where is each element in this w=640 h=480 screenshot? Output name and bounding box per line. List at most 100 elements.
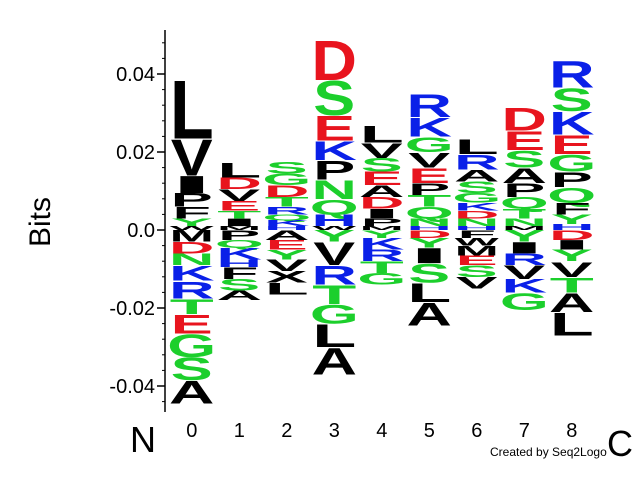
glyph-letter: S: [266, 159, 308, 177]
glyph-letter: S: [456, 262, 498, 280]
glyph-letter: H: [312, 211, 357, 229]
glyph-letter: E: [361, 168, 403, 189]
glyph-i: I: [360, 206, 404, 221]
glyph-x: X: [266, 268, 308, 286]
glyph-m: M: [502, 225, 546, 231]
glyph-letter: R: [312, 261, 357, 291]
position-label: 6: [471, 420, 482, 442]
logo-glyphs: LVIPFYWMDNKRTEGSALDVETIMPQKHFSASGDTRQKHA…: [167, 29, 596, 411]
glyph-a: A: [502, 163, 547, 187]
glyph-s: S: [456, 178, 498, 196]
glyph-letter: Y: [551, 246, 593, 264]
glyph-letter: T: [265, 194, 309, 209]
glyph-e: E: [171, 309, 213, 339]
glyph-l: L: [170, 62, 214, 156]
glyph-a: A: [264, 228, 309, 243]
glyph-d: D: [407, 228, 452, 240]
glyph-f: F: [220, 264, 258, 282]
glyph-d: D: [217, 174, 262, 192]
glyph-letter: A: [217, 288, 262, 303]
glyph-letter: V: [551, 257, 594, 281]
glyph-letter: M: [455, 243, 499, 258]
glyph-letter: R: [264, 205, 309, 217]
glyph-letter: S: [456, 178, 498, 196]
glyph-letter: R: [169, 277, 214, 304]
glyph-letter: W: [170, 225, 215, 231]
glyph-letter: G: [500, 288, 549, 315]
glyph-letter: Y: [408, 235, 450, 250]
glyph-k: K: [502, 275, 548, 296]
glyph-letter: V: [171, 130, 213, 187]
glyph-letter: A: [454, 166, 499, 184]
y-tick-label: -0.02: [109, 298, 155, 320]
glyph-letter: L: [407, 278, 451, 308]
glyph-letter: D: [169, 239, 214, 257]
glyph-letter: A: [549, 288, 594, 318]
glyph-h: H: [454, 225, 499, 231]
glyph-letter: D: [264, 182, 309, 200]
glyph-letter: X: [266, 268, 308, 286]
glyph-letter: E: [171, 309, 213, 339]
glyph-n: N: [169, 250, 214, 268]
glyph-letter: G: [167, 328, 216, 364]
glyph-letter: V: [503, 262, 545, 283]
glyph-f: F: [173, 203, 211, 221]
glyph-l: L: [265, 280, 309, 298]
glyph-letter: M: [502, 225, 546, 231]
glyph-letter: E: [456, 253, 498, 268]
glyph-letter: Q: [310, 195, 359, 219]
y-axis: 0.04 0.02 0.0 -0.02 -0.04: [109, 30, 166, 412]
glyph-letter: E: [503, 126, 545, 156]
glyph-letter: D: [217, 174, 262, 192]
glyph-letter: Y: [503, 227, 545, 245]
glyph-letter: H: [264, 225, 309, 231]
glyph-letter: K: [549, 105, 594, 141]
glyph-letter: K: [407, 112, 452, 142]
glyph-letter: Y: [361, 228, 403, 240]
glyph-letter: F: [173, 203, 211, 221]
glyph-k: K: [169, 261, 214, 285]
glyph-letter: K: [454, 201, 500, 213]
glyph-letter: A: [169, 374, 214, 410]
glyph-letter: W: [455, 236, 500, 248]
glyph-g: G: [452, 190, 501, 205]
glyph-l: L: [312, 317, 356, 354]
glyph-y: Y: [313, 227, 355, 245]
glyph-q: Q: [405, 203, 454, 221]
glyph-f: F: [553, 200, 591, 218]
glyph-r: R: [312, 261, 357, 291]
glyph-letter: R: [359, 246, 404, 264]
glyph-letter: D: [502, 101, 547, 137]
glyph-m: M: [360, 225, 404, 231]
glyph-t: T: [217, 208, 261, 220]
glyph-letter: V: [266, 256, 308, 274]
glyph-w: W: [455, 236, 500, 248]
position-label: 8: [566, 420, 577, 442]
glyph-letter: Y: [313, 227, 355, 245]
glyph-letter: T: [550, 273, 594, 297]
glyph-letter: V: [313, 236, 356, 272]
glyph-letter: P: [408, 180, 450, 198]
glyph-k: K: [549, 105, 594, 141]
glyph-k: K: [264, 219, 309, 228]
glyph-y: Y: [551, 212, 593, 227]
glyph-letter: I: [550, 237, 594, 252]
glyph-letter: Q: [405, 203, 454, 221]
glyph-letter: Y: [266, 247, 308, 262]
glyph-letter: R: [549, 53, 594, 95]
glyph-letter: A: [312, 340, 357, 382]
glyph-i: I: [407, 243, 451, 267]
position-label: 7: [519, 420, 530, 442]
glyph-p: P: [503, 180, 545, 201]
glyph-t: T: [265, 194, 309, 209]
glyph-a: A: [454, 166, 499, 184]
glyph-letter: G: [405, 132, 454, 156]
glyph-a: A: [169, 374, 214, 410]
glyph-v: V: [218, 186, 260, 204]
glyph-letter: L: [265, 280, 309, 298]
glyph-letter: S: [218, 276, 260, 294]
glyph-r: R: [454, 150, 499, 174]
glyph-d: D: [312, 29, 357, 93]
glyph-letter: K: [502, 275, 548, 296]
